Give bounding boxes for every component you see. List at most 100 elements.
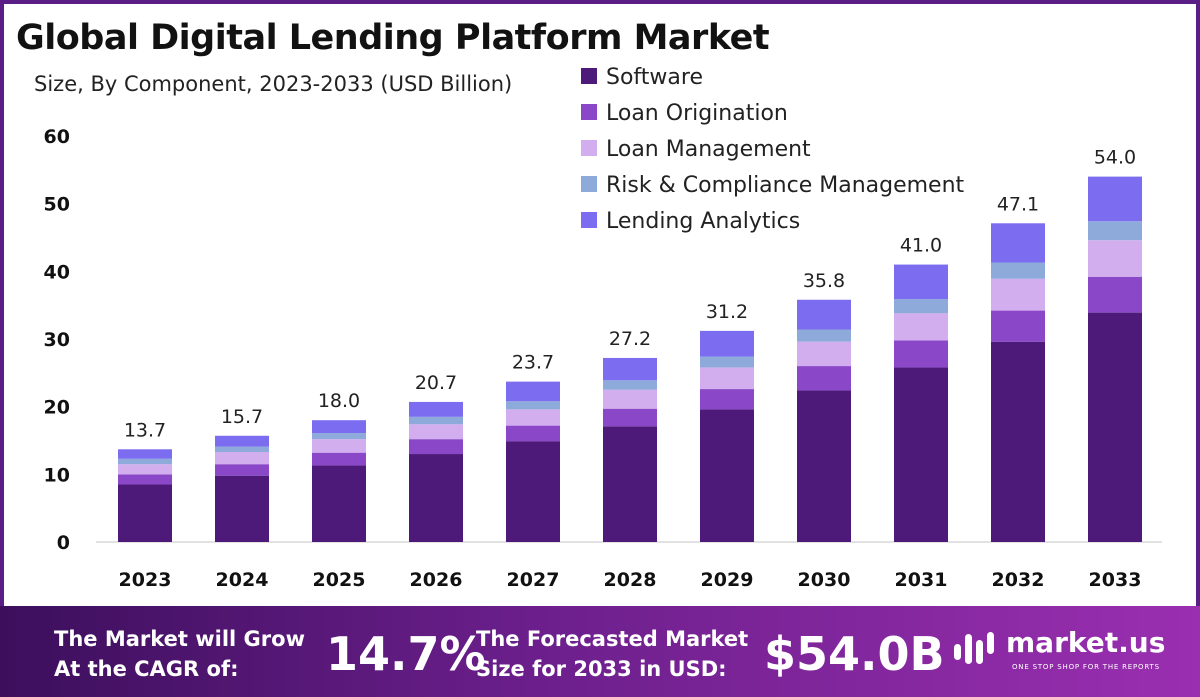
y-axis: 0 10 20 30 40 50 60 [44,126,70,554]
bar-stack-2024: 15.7 [215,406,269,542]
bar-segment-risk-compliance-management [312,433,366,440]
bar-stack-2023: 13.7 [118,419,172,542]
bar-segment-loan-origination [409,439,463,455]
chart-subtitle: Size, By Component, 2023-2033 (USD Billi… [34,72,513,96]
legend-swatch [581,68,597,84]
bar-segment-lending-analytics [506,381,560,402]
bar-segment-software [991,341,1045,542]
bar-segment-risk-compliance-management [700,356,754,368]
summary-banner: The Market will Grow At the CAGR of: 14.… [0,606,1200,697]
bar-segment-software [312,465,366,542]
bar-segment-lending-analytics [215,435,269,447]
bar-total-label: 18.0 [318,390,360,412]
logo-tagline: ONE STOP SHOP FOR THE REPORTS [1012,663,1160,671]
bar-total-label: 13.7 [124,419,166,441]
y-tick-label: 40 [44,261,70,283]
bar-segment-loan-origination [700,389,754,410]
bar-segment-lending-analytics [118,449,172,459]
legend-item: Lending Analytics [581,209,800,234]
bar-segment-loan-management [603,389,657,409]
bar-total-label: 20.7 [415,372,457,394]
market-us-logo-icon [954,632,994,664]
bar-total-label: 15.7 [221,406,263,428]
legend-swatch [581,212,597,228]
bar-segment-software [797,390,851,542]
bar-total-label: 47.1 [997,193,1039,215]
bar-segment-risk-compliance-management [991,262,1045,279]
bar-segment-loan-origination [506,425,560,442]
bar-segment-software [1088,312,1142,542]
bar-segment-lending-analytics [312,420,366,434]
bar-segment-loan-management [215,452,269,465]
bar-segment-risk-compliance-management [506,401,560,410]
x-tick-label: 2032 [992,569,1045,591]
bar-total-label: 31.2 [706,301,748,323]
legend-swatch [581,176,597,192]
bar-segment-loan-management [797,341,851,367]
x-tick-label: 2029 [701,569,754,591]
bar-stack-2032: 47.1 [991,193,1045,542]
bar-segment-software [603,426,657,542]
bar-segment-risk-compliance-management [409,416,463,425]
x-tick-label: 2024 [216,569,269,591]
chart-title: Global Digital Lending Platform Market [16,18,770,58]
y-tick-label: 10 [44,464,70,486]
bars: 13.7 15.7 18.0 20.7 23.7 27.2 31.2 35.8 41.0 47.1… [118,147,1142,542]
bar-segment-software [700,409,754,542]
bar-segment-software [118,484,172,542]
legend-item: Risk & Compliance Management [581,173,965,198]
bar-segment-loan-management [700,367,754,390]
bar-stack-2025: 18.0 [312,390,366,542]
bar-segment-risk-compliance-management [118,458,172,465]
x-tick-label: 2025 [313,569,366,591]
bar-stack-2028: 27.2 [603,328,657,542]
bar-total-label: 23.7 [512,352,554,374]
bar-segment-loan-origination [797,366,851,391]
bar-segment-loan-management [312,439,366,453]
bar-segment-loan-management [1088,240,1142,277]
bar-segment-loan-origination [1088,276,1142,313]
bar-segment-lending-analytics [894,264,948,300]
legend-label: Loan Management [606,137,811,162]
bar-stack-2030: 35.8 [797,270,851,542]
bar-stack-2027: 23.7 [506,352,560,542]
bar-stack-2031: 41.0 [894,235,948,542]
bar-segment-loan-origination [118,474,172,485]
x-tick-label: 2033 [1089,569,1142,591]
legend-label: Risk & Compliance Management [606,173,965,198]
logo-name: market.us [1006,626,1166,659]
bar-segment-risk-compliance-management [1088,221,1142,241]
x-tick-label: 2026 [410,569,463,591]
legend-label: Lending Analytics [606,209,800,234]
bar-total-label: 54.0 [1094,147,1136,169]
y-tick-label: 20 [44,397,70,419]
legend-swatch [581,104,597,120]
bar-segment-loan-origination [894,340,948,368]
legend: Software Loan Origination Loan Management R… [581,65,965,234]
bar-stack-2029: 31.2 [700,301,754,542]
legend-item: Loan Management [581,137,811,162]
bar-segment-lending-analytics [797,299,851,330]
cagr-value: 14.7% [326,627,486,681]
bar-segment-software [409,454,463,542]
x-tick-label: 2027 [507,569,560,591]
bar-segment-loan-origination [215,464,269,476]
y-tick-label: 0 [57,532,70,554]
bar-segment-lending-analytics [1088,176,1142,222]
x-axis: 2023 2024 2025 2026 2027 2028 2029 2030 2031 2032… [119,569,1142,591]
bar-segment-loan-management [409,424,463,440]
bar-total-label: 41.0 [900,235,942,257]
bar-stack-2026: 20.7 [409,372,463,542]
bar-segment-loan-origination [991,310,1045,342]
bar-segment-software [215,475,269,542]
bar-segment-loan-origination [312,452,366,466]
y-tick-label: 30 [44,329,70,351]
forecast-label: The Forecasted Market Size for 2033 in U… [476,627,749,681]
y-tick-label: 50 [44,194,70,216]
bar-segment-lending-analytics [700,330,754,357]
bar-segment-loan-origination [603,408,657,427]
bar-segment-loan-management [118,464,172,475]
bar-segment-risk-compliance-management [894,299,948,314]
